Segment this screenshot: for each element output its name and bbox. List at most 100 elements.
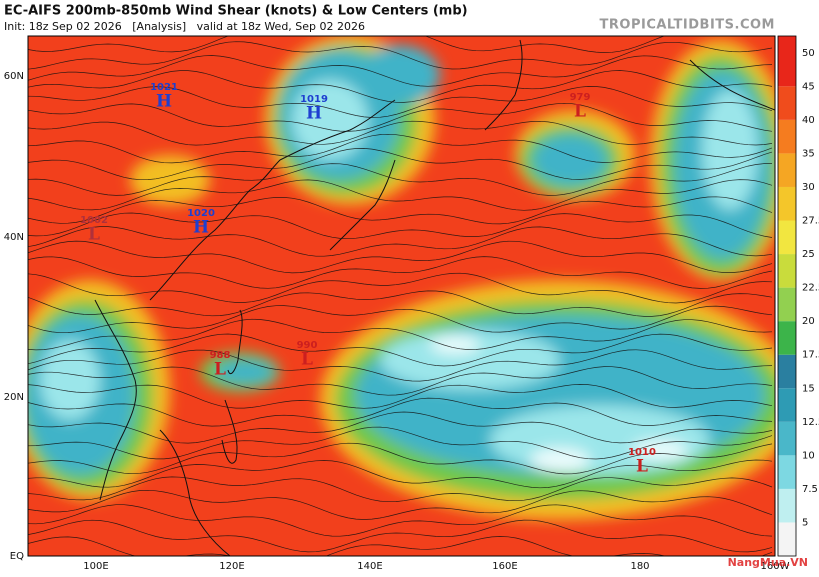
streamline [28,102,773,132]
colorbar-label: 40 [802,115,815,126]
colorbar-label: 10 [802,450,815,461]
longitude-label: 180 [630,561,649,572]
longitude-label: 140E [357,561,382,572]
streamline [28,519,773,553]
streamline [28,86,773,118]
center-symbol: L [214,360,226,380]
center-symbol: L [574,102,586,122]
colorbar-label: 45 [802,81,815,92]
streamline [28,366,773,396]
longitude-label: 100E [83,561,108,572]
colorbar-label: 30 [802,182,815,193]
streamline [28,426,773,460]
streamline [28,179,773,211]
coastlines [94,39,775,556]
center-symbol: H [193,218,209,238]
center-pressure: 979 [570,92,591,103]
colorbar: 5 7.5 10 12.5 15 17.5 20 22.5 25 27.5 30 35 40 45 50 [777,35,819,557]
colorbar-label: 20 [802,316,815,327]
center-pressure: 1020 [187,208,215,219]
streamline [28,305,773,334]
colorbar-segment [778,354,796,389]
streamline [28,120,773,146]
longitude-label: 160W [761,561,790,572]
colorbar-segment [778,421,796,456]
longitude-label: 120E [219,561,244,572]
center-pressure: 988 [210,350,231,361]
title: EC-AIFS 200mb-850mb Wind Shear (knots) &… [4,4,468,19]
latitude-label: 60N [4,71,24,82]
colorbar-label: 17.5 [802,350,819,361]
center-pressure: 1021 [150,82,178,93]
colorbar-segment [778,186,796,221]
streamline [28,442,773,475]
streamline [28,397,773,427]
colorbar-segment [778,36,796,87]
longitude-label: 160E [492,561,517,572]
streamline [28,226,773,257]
streamline [28,212,773,240]
colorbar-segment [778,455,796,489]
center-symbol: L [636,457,648,477]
colorbar-label: 5 [802,517,808,528]
colorbar-label: 50 [802,48,815,59]
streamline [28,384,773,409]
site-label: TROPICALTIDBITS.COM [600,18,775,33]
streamline [28,411,773,444]
colorbar-segment [778,287,796,322]
streamline [28,148,773,181]
colorbar-segment [778,254,796,288]
streamline [28,36,767,53]
streamline [28,256,773,289]
center-symbol: L [301,350,313,370]
colorbar-label: 25 [802,249,815,260]
center-pressure: 1019 [300,94,328,105]
colorbar-segment [778,522,796,556]
streamline [28,290,773,317]
streamline [28,55,773,87]
latitude-label: EQ [10,551,24,562]
streamline [28,318,773,351]
colorbar-segment [778,119,796,154]
colorbar-label: 35 [802,148,815,159]
streamline [28,70,773,103]
map [28,36,775,556]
colorbar-segment [778,388,796,422]
colorbar-frame [777,35,797,557]
colorbar-segment [778,321,796,355]
streamline [28,536,773,556]
streamline [28,489,773,520]
streamline [28,41,773,70]
streamline [28,133,773,164]
streamline [28,163,772,196]
colorbar-segment [778,220,796,255]
streamline [28,476,773,503]
center-symbol: H [156,92,172,112]
center-pressure: 1002 [80,215,108,226]
streamline [28,349,773,382]
streamline [28,196,773,225]
colorbar-label: 27.5 [802,216,819,227]
center-pressure: 990 [297,340,318,351]
center-symbol: L [88,225,100,245]
streamline [28,333,773,367]
axis-labels: 60N 40N 20N EQ 100E 120E 140E 160E 180 160W [4,71,790,572]
subtitle: Init: 18z Sep 02 2026 [Analysis] valid a… [4,20,365,33]
colorbar-label: 22.5 [802,283,819,294]
streamline [28,240,773,274]
center-pressure: 1010 [628,447,656,458]
center-symbol: H [306,104,322,124]
colorbar-label: 12.5 [802,417,819,428]
streamlines [28,36,773,556]
map-frame [27,35,776,557]
watermark: NangMua.VN [728,556,808,569]
latitude-label: 20N [4,392,24,403]
colorbar-label: 7.5 [802,484,818,495]
colorbar-segment [778,488,796,523]
streamline [28,459,773,489]
latitude-label: 40N [4,232,24,243]
colorbar-segment [778,153,796,187]
colorbar-label: 15 [802,383,815,394]
